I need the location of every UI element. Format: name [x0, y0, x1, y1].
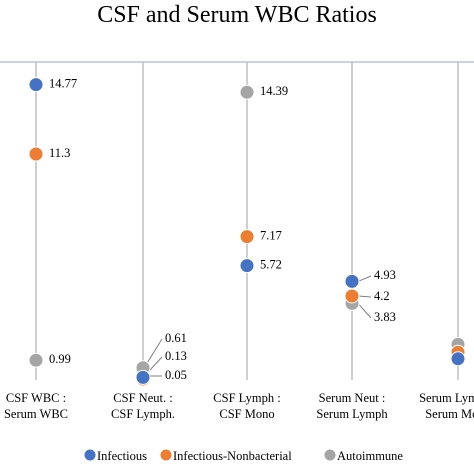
data-labels: 14.77 11.3 0.99 5.72 7.17 14.39 0.61 0.13 0.05 4.… — [49, 76, 396, 381]
category-label-4: Serum Neut : Serum Lymph — [316, 391, 388, 421]
leader-infectious-4 — [357, 275, 372, 282]
point-infectious-3 — [239, 258, 255, 274]
legend-marker-infectious — [84, 449, 96, 461]
point-infectious-1 — [28, 77, 44, 93]
data-label-autoimmune-3: 14.39 — [260, 84, 288, 98]
data-label-infectious-1: 14.77 — [49, 76, 77, 90]
grid-lines — [35, 62, 459, 380]
legend-label-autoimmune: Autoimmune — [337, 449, 403, 463]
data-label-infectious-2: 0.13 — [165, 349, 187, 363]
leader-autoimmune-2 — [145, 338, 163, 366]
data-label-autoimmune-2: 0.61 — [165, 331, 187, 345]
category-labels: CSF WBC : Serum WBC CSF Neut. : CSF Lymph. C… — [4, 391, 474, 421]
category-label-1: CSF WBC : Serum WBC — [4, 391, 68, 421]
category-label-3: CSF Lymph : CSF Mono — [213, 391, 280, 421]
data-label-infectious-nonbacterial-2: 0.05 — [165, 368, 187, 382]
leader-infectious-nonbacterial-4 — [357, 295, 372, 298]
legend: Infectious Infectious-Nonbacterial Autoimm… — [84, 449, 403, 463]
legend-label-infectious-nonbacterial: Infectious-Nonbacterial — [173, 449, 292, 463]
point-infectious-5 — [450, 351, 466, 367]
point-infectious-nonbacterial-3 — [239, 229, 255, 245]
leader-autoimmune-4 — [357, 303, 372, 319]
point-autoimmune-3 — [239, 84, 255, 100]
category-label-5: Serum Lymph :Serum Mono — [419, 391, 474, 421]
label-connectors — [145, 275, 372, 377]
data-label-infectious-nonbacterial-4: 4.2 — [374, 289, 390, 303]
data-label-infectious-nonbacterial-1: 11.3 — [49, 146, 70, 160]
data-label-autoimmune-1: 0.99 — [49, 352, 71, 366]
category-label-2: CSF Neut. : CSF Lymph. — [111, 391, 175, 421]
chart-title: CSF and Serum WBC Ratios — [97, 2, 377, 28]
point-infectious-nonbacterial-1 — [28, 146, 44, 162]
data-points — [28, 77, 466, 387]
point-infectious-nonbacterial-4 — [344, 288, 360, 304]
legend-marker-infectious-nonbacterial — [160, 449, 172, 461]
point-infectious-4 — [344, 273, 360, 289]
data-label-infectious-4: 4.93 — [374, 268, 396, 282]
point-infectious-2 — [135, 369, 151, 385]
data-label-infectious-3: 5.72 — [260, 257, 282, 271]
legend-label-infectious: Infectious — [97, 449, 147, 463]
point-autoimmune-1 — [28, 352, 44, 368]
data-label-infectious-nonbacterial-3: 7.17 — [260, 228, 282, 242]
legend-marker-autoimmune — [324, 449, 336, 461]
data-label-autoimmune-4: 3.83 — [374, 310, 396, 324]
